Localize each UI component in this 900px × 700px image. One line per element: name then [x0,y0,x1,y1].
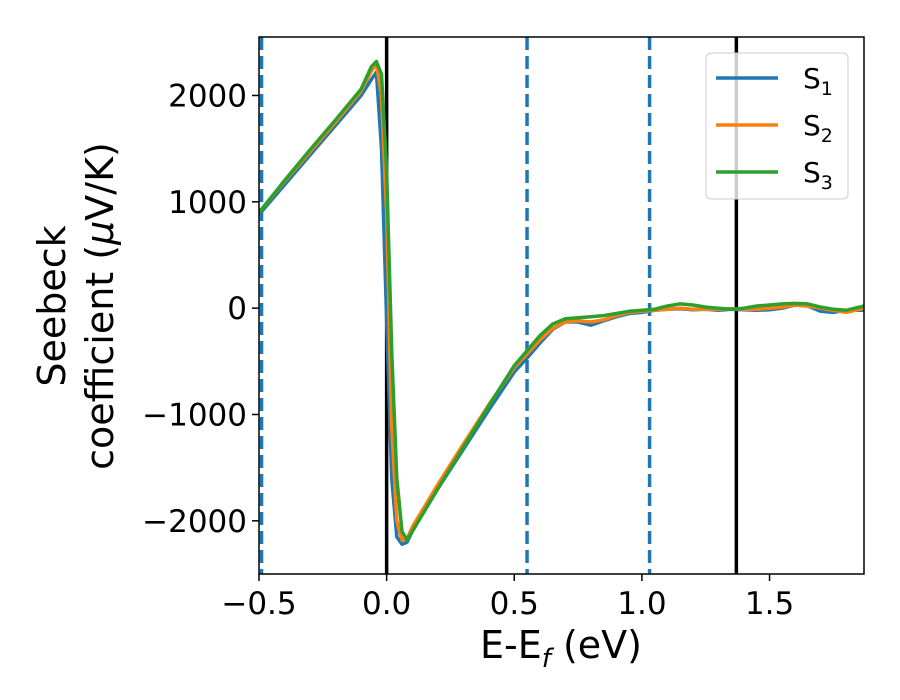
y-axis-ticks: −2000 −1000 0 1000 2000 [142,78,259,540]
y-axis-label-line2: coefficient (μV/K) [78,142,122,470]
x-axis-label: E-Ef (eV) [480,623,642,674]
legend: S1 S2 S3 [705,52,849,200]
legend-label-s2: S2 [803,109,833,147]
y-tick-label: 1000 [168,185,247,221]
y-axis-label-line1: Seebeck [30,225,74,386]
x-tick-label: 0.0 [362,586,411,622]
y-tick-label: 0 [227,291,247,327]
x-tick-label: −0.5 [221,586,296,622]
series-line-s3 [259,59,864,542]
legend-label-s3: S3 [803,156,833,194]
x-tick-label: 0.5 [490,586,539,622]
x-tick-label: 1.5 [745,586,794,622]
y-tick-label: −1000 [142,397,247,433]
series-lines [259,59,864,546]
x-tick-label: 1.0 [617,586,666,622]
y-tick-label: 2000 [168,78,247,114]
legend-label-s1: S1 [803,62,833,100]
plot-frame [258,36,865,575]
x-axis-ticks: −0.5 0.0 0.5 1.0 1.5 [221,574,794,622]
y-tick-label: −2000 [142,504,247,540]
